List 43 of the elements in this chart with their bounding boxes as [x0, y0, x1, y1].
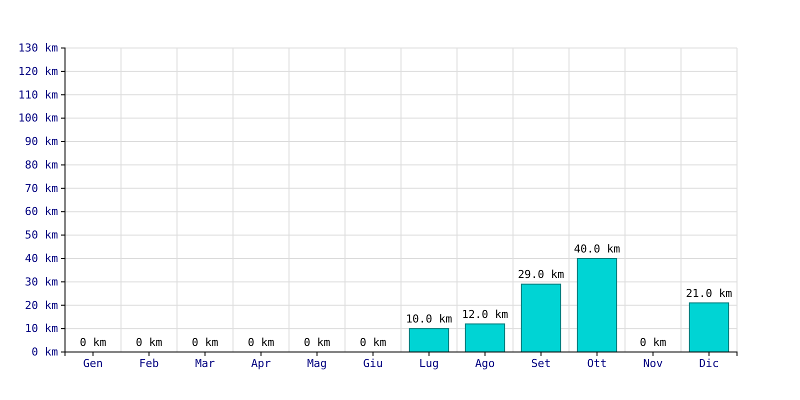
x-tick-label: Dic	[699, 356, 719, 370]
y-tick-label: 0 km	[32, 346, 58, 359]
y-tick-label: 40 km	[24, 252, 58, 265]
data-label: 21.0 km	[686, 286, 733, 300]
data-label: 29.0 km	[518, 268, 565, 282]
y-tick-label: 90 km	[24, 135, 58, 148]
y-tick-label: 50 km	[24, 228, 58, 242]
bar	[464, 323, 506, 352]
x-tick-label: Giu	[363, 356, 383, 370]
x-tick-label: Mar	[195, 356, 216, 370]
data-label: 0 km	[640, 336, 667, 349]
x-tick-label: Set	[531, 356, 551, 370]
x-tick-label: Nov	[643, 356, 664, 370]
y-tick-label: 10 km	[24, 322, 58, 336]
y-tick-label: 20 km	[24, 298, 58, 312]
y-tick-label: 80 km	[24, 158, 58, 172]
y-tick-label: 110 km	[18, 88, 58, 102]
y-tick-label: 120 km	[18, 64, 58, 78]
x-tick-label: Lug	[419, 356, 439, 370]
y-tick-label: 30 km	[24, 275, 58, 288]
data-label: 0 km	[192, 336, 219, 349]
y-tick-label: 60 km	[24, 205, 58, 218]
x-tick-label: Gen	[83, 356, 103, 370]
data-label: 0 km	[304, 336, 331, 349]
x-tick-label: Mag	[307, 356, 327, 370]
data-label: 40.0 km	[574, 242, 621, 256]
bar	[520, 284, 562, 352]
y-tick-label: 70 km	[24, 182, 58, 195]
x-tick-label: Ott	[587, 356, 607, 370]
bar	[408, 328, 450, 352]
x-tick-label: Ago	[475, 356, 495, 370]
data-label: 12.0 km	[462, 308, 509, 321]
y-tick-label: 100 km	[18, 112, 58, 125]
data-label: 10.0 km	[406, 312, 453, 326]
bar	[688, 302, 730, 352]
data-label: 0 km	[136, 336, 163, 349]
x-tick-label: Feb	[139, 356, 159, 370]
data-label: 0 km	[360, 336, 387, 349]
bar	[576, 258, 618, 352]
data-label: 0 km	[80, 336, 107, 349]
data-label: 0 km	[248, 336, 275, 349]
x-tick-label: Apr	[251, 356, 272, 370]
y-tick-label: 130 km	[18, 42, 58, 55]
